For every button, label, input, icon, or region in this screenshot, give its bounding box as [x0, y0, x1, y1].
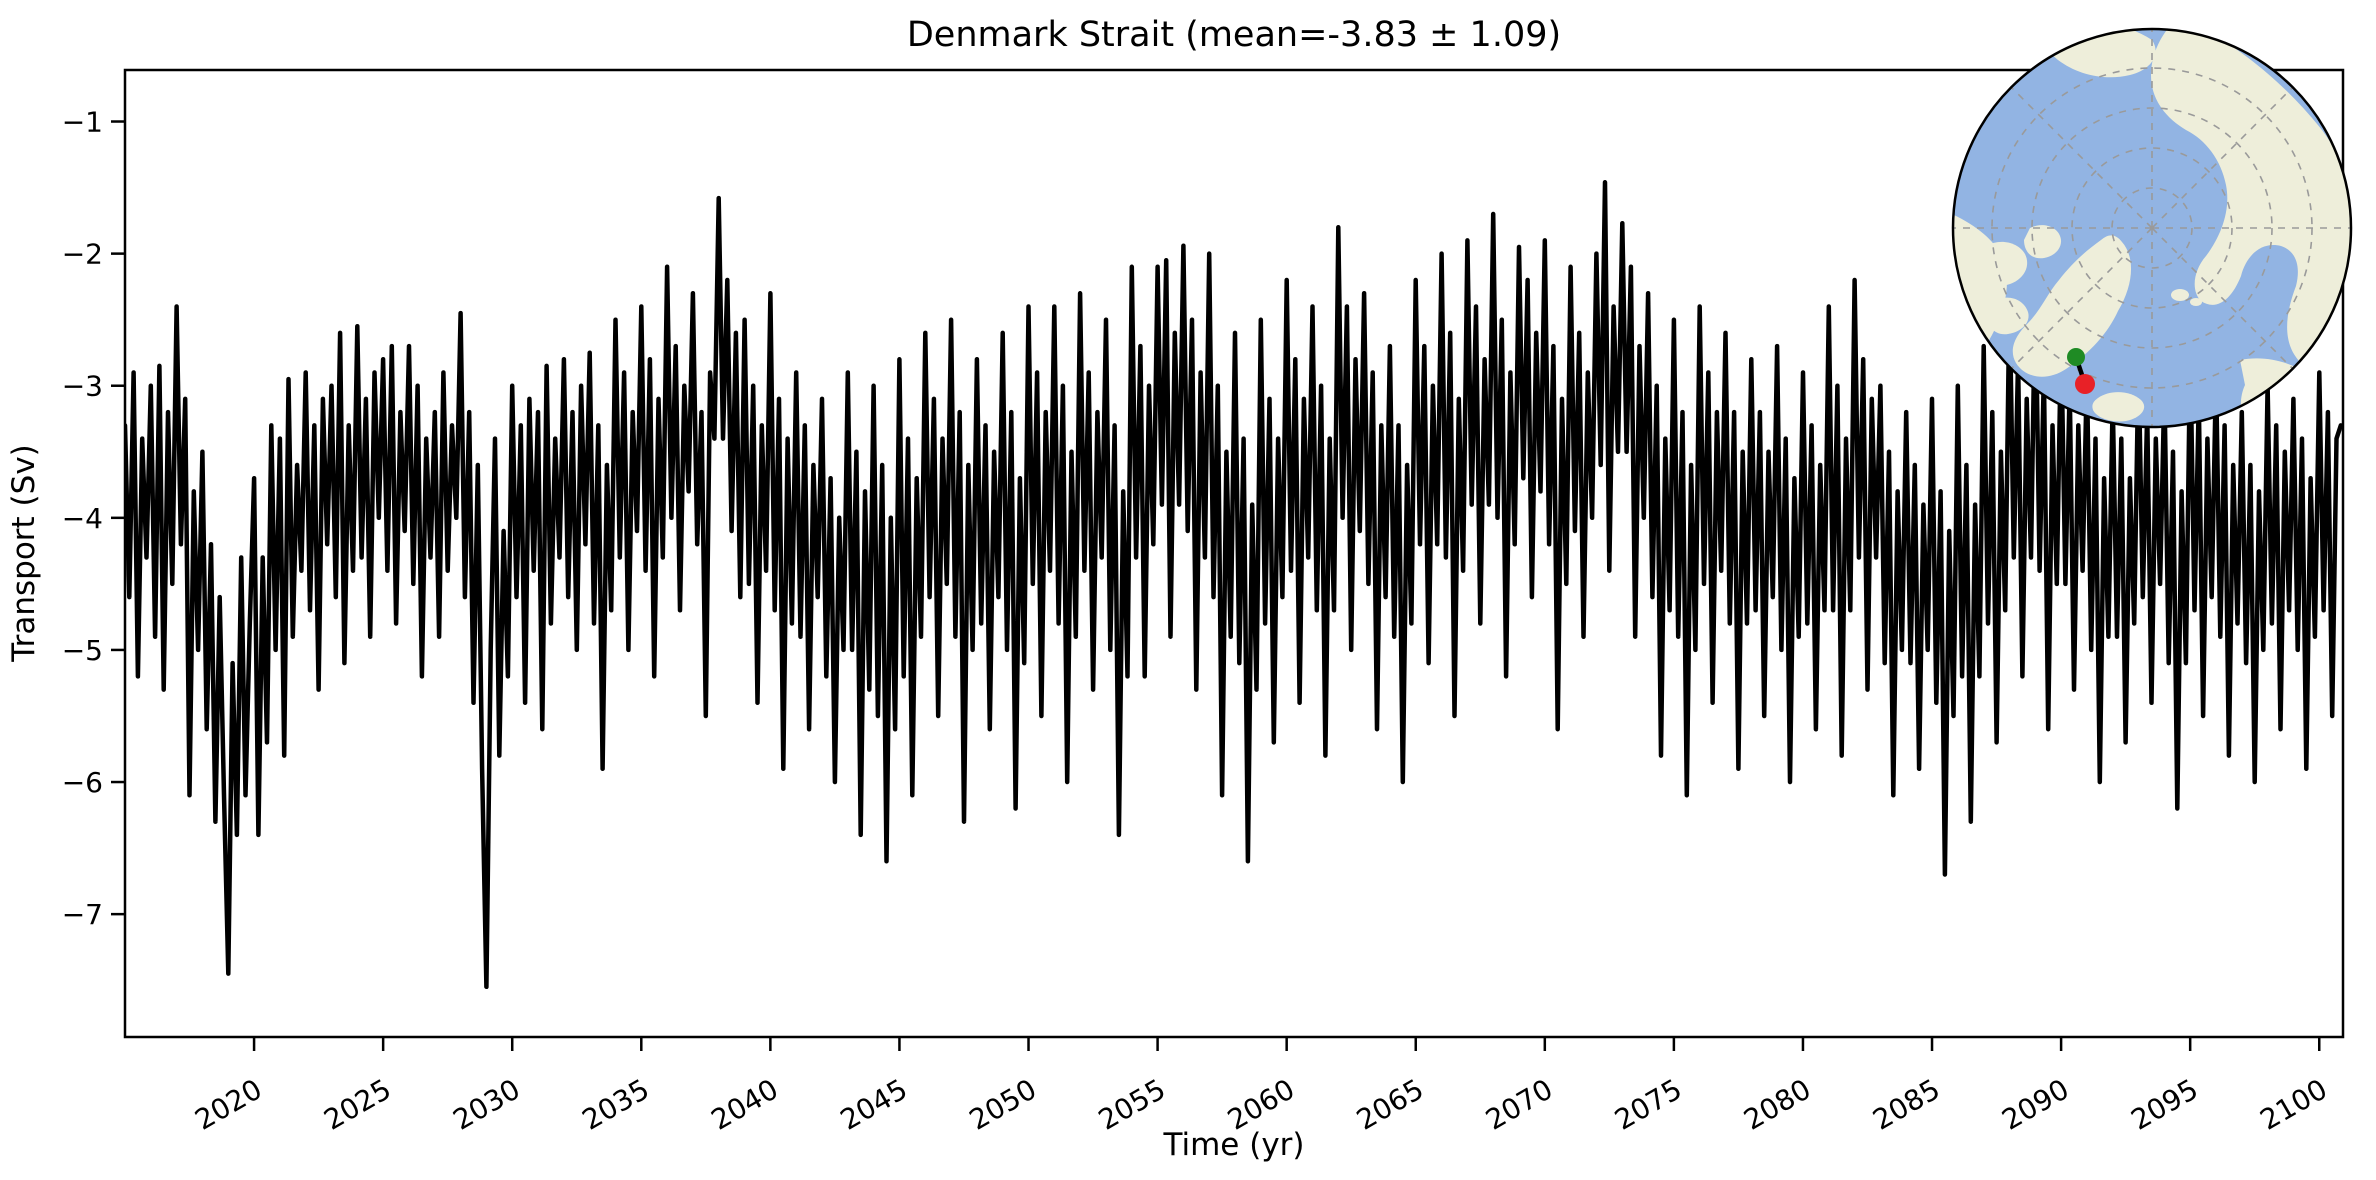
- section-end-marker: [2075, 374, 2095, 394]
- y-tick-label: −7: [62, 898, 103, 931]
- x-tick-label: 2080: [1738, 1072, 1816, 1136]
- map-meridian-line: [2151, 227, 2294, 370]
- transport-series-line: [125, 180, 2343, 990]
- map-parallel-circle: [2111, 187, 2193, 269]
- x-tick-label: 2030: [448, 1072, 526, 1136]
- map-land-canada: [1953, 200, 2007, 427]
- map-border: [1951, 27, 2353, 429]
- map-island-svalbard: [2171, 289, 2189, 301]
- map-graticule: [1953, 29, 2351, 427]
- x-tick-label: 2090: [1996, 1072, 2074, 1136]
- x-tick-label: 2100: [2255, 1072, 2333, 1136]
- x-tick-label: 2055: [1093, 1072, 1171, 1136]
- y-tick-label: −5: [62, 634, 103, 667]
- y-tick-label: −6: [62, 766, 103, 799]
- map-land-greenland: [2012, 235, 2132, 377]
- map-landmasses: [1953, 29, 2351, 427]
- x-tick-label: 2085: [1867, 1072, 1945, 1136]
- x-tick-label: 2065: [1351, 1072, 1429, 1136]
- map-island: [1987, 297, 2029, 335]
- x-tick-label: 2075: [1609, 1072, 1687, 1136]
- y-tick-label: −1: [62, 106, 103, 139]
- x-tick-label: 2095: [2125, 1072, 2203, 1136]
- x-axis-label: Time (yr): [1163, 1127, 1305, 1163]
- x-tick-label: 2025: [318, 1072, 396, 1136]
- x-tick-label: 2035: [577, 1072, 655, 1136]
- map-meridian-line: [2010, 86, 2153, 229]
- map-island: [1980, 241, 2028, 286]
- y-axis-ticks: −1 −2 −3 −4 −5 −6 −7: [62, 106, 125, 931]
- x-tick-label: 2045: [835, 1072, 913, 1136]
- y-axis-label: Transport (Sv): [6, 444, 42, 663]
- map-meridian-line: [2010, 227, 2153, 370]
- x-tick-label: 2040: [706, 1072, 784, 1136]
- x-tick-label: 2070: [1480, 1072, 1558, 1136]
- y-tick-label: −4: [62, 502, 103, 535]
- map-island-svalbard: [2190, 298, 2202, 306]
- map-meridian-line: [2151, 86, 2294, 229]
- x-tick-label: 2050: [964, 1072, 1042, 1136]
- chart-title: Denmark Strait (mean=-3.83 ± 1.09): [907, 15, 1561, 55]
- map-parallel-circle: [2031, 107, 2273, 349]
- inset-locator-map: [1951, 27, 2353, 429]
- section-start-marker: [2067, 348, 2085, 366]
- map-land-iceland: [2092, 392, 2145, 422]
- x-tick-label: 2020: [189, 1072, 267, 1136]
- plot-border: [123, 68, 2345, 1039]
- x-axis-ticks: 2020 2025 2030 2035 2040 2045 2050 2055 2060 2065…: [189, 1037, 2333, 1137]
- map-parallel-circle: [2071, 147, 2233, 309]
- y-tick-label: −2: [62, 238, 103, 271]
- y-tick-label: −3: [62, 370, 103, 403]
